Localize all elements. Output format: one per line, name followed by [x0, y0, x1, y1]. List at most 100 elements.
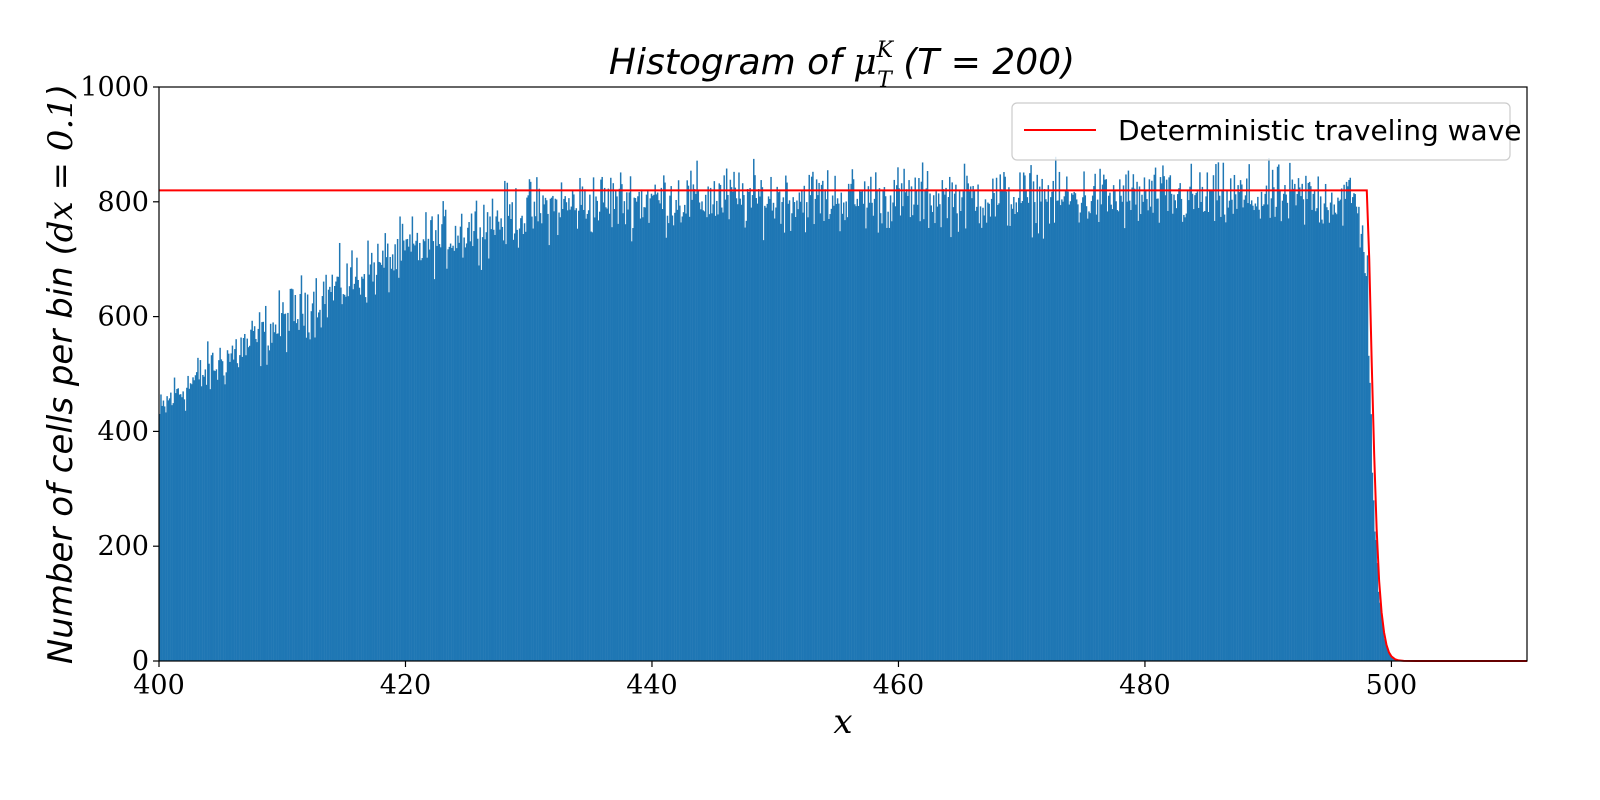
histogram-bar — [379, 262, 382, 661]
histogram-bar — [920, 181, 923, 661]
histogram-bar — [1355, 206, 1358, 661]
histogram-bar — [965, 228, 967, 661]
histogram-bar — [1231, 199, 1233, 661]
histogram-bar — [645, 194, 648, 662]
histogram-bar — [1085, 206, 1088, 661]
x-tick-label: 400 — [133, 670, 185, 701]
histogram-bar — [638, 191, 640, 661]
histogram-bar — [1190, 163, 1193, 661]
histogram-bar — [1391, 657, 1393, 661]
histogram-bar — [166, 396, 168, 661]
histogram-bar — [1088, 211, 1090, 662]
histogram-bar — [375, 274, 378, 661]
histogram-bar — [555, 199, 558, 661]
histogram-bar — [496, 210, 499, 662]
histogram-bar — [1356, 213, 1359, 661]
histogram-bar — [631, 241, 633, 661]
histogram-bar — [1299, 187, 1301, 661]
histogram-bar — [378, 261, 380, 661]
histogram-bar — [1323, 203, 1326, 661]
histogram-bar — [804, 232, 807, 661]
histogram-bar — [274, 324, 277, 661]
histogram-bar — [892, 202, 894, 661]
histogram-bar — [347, 296, 350, 661]
histogram-bar — [819, 213, 822, 661]
histogram-bar — [337, 276, 340, 661]
histogram-bar — [698, 202, 701, 661]
histogram-bar — [702, 210, 704, 661]
histogram-bar — [1338, 201, 1340, 661]
histogram-bar — [462, 257, 464, 661]
histogram-bar — [767, 196, 770, 661]
histogram-bar — [659, 203, 661, 662]
histogram-bar — [1300, 196, 1302, 661]
histogram-bar — [688, 216, 691, 661]
histogram-bar — [619, 172, 622, 661]
histogram-bar — [1255, 206, 1258, 661]
histogram-bar — [597, 220, 600, 661]
histogram-bar — [282, 302, 284, 661]
histogram-bar — [342, 294, 345, 661]
histogram-bar — [351, 250, 353, 661]
histogram-bar — [253, 326, 256, 661]
histogram-bar — [1275, 206, 1278, 661]
histogram-bar — [1308, 181, 1311, 661]
histogram-bar — [884, 196, 887, 661]
histogram-bar — [1006, 225, 1009, 662]
histogram-bar — [1141, 194, 1143, 661]
histogram-bar — [223, 375, 225, 661]
histogram-bar — [617, 223, 619, 661]
histogram-bar — [442, 201, 444, 661]
histogram-bar — [1018, 197, 1020, 661]
histogram-bar — [675, 199, 677, 662]
histogram-bar — [1278, 164, 1280, 661]
histogram-bar — [1226, 190, 1228, 661]
histogram-bar — [989, 216, 992, 661]
histogram-bar — [1377, 591, 1380, 661]
histogram-bar — [703, 211, 706, 662]
histogram-bar — [684, 204, 686, 661]
histogram-bar — [341, 304, 343, 661]
histogram-bar — [910, 186, 913, 661]
histogram-bar — [757, 189, 760, 661]
histogram-bar — [313, 291, 315, 661]
x-tick-label: 500 — [1366, 670, 1418, 701]
histogram-bar — [502, 240, 505, 661]
histogram-bar — [518, 228, 521, 662]
histogram-bar — [490, 229, 492, 661]
histogram-bar — [301, 313, 304, 661]
histogram-bar — [984, 199, 987, 662]
histogram-bar — [281, 313, 283, 661]
x-axis-ticks: 400 420 440 460 480 500 — [133, 661, 1417, 701]
histogram-bar — [332, 300, 335, 661]
histogram-bar — [159, 413, 161, 661]
histogram-bar — [486, 212, 489, 661]
histogram-bar — [1015, 202, 1018, 661]
histogram-bar — [467, 227, 469, 661]
histogram-bar — [1212, 175, 1215, 661]
histogram-bar — [220, 359, 223, 661]
histogram-bar — [883, 187, 886, 662]
histogram-bar — [422, 239, 425, 662]
histogram-bar — [843, 202, 845, 662]
histogram-bar — [1162, 165, 1164, 661]
histogram-bar — [738, 172, 740, 662]
histogram-bar — [1259, 218, 1262, 661]
histogram-bar — [605, 207, 607, 661]
histogram-bar — [849, 189, 851, 661]
histogram-bar — [628, 192, 631, 661]
histogram-bar — [1004, 176, 1006, 662]
histogram-bar — [1189, 186, 1191, 661]
histogram-bar — [809, 195, 812, 661]
histogram-bar — [181, 397, 183, 661]
histogram-bar — [579, 177, 581, 661]
histogram-bar — [801, 190, 803, 662]
histogram-bar — [939, 204, 941, 661]
histogram-bar — [1156, 198, 1158, 661]
histogram-bar — [1053, 222, 1056, 662]
histogram-bar — [350, 267, 352, 661]
histogram-bar — [1247, 203, 1249, 662]
histogram-bar — [269, 323, 272, 661]
histogram-bar — [1351, 197, 1354, 662]
histogram-bar — [879, 213, 882, 662]
